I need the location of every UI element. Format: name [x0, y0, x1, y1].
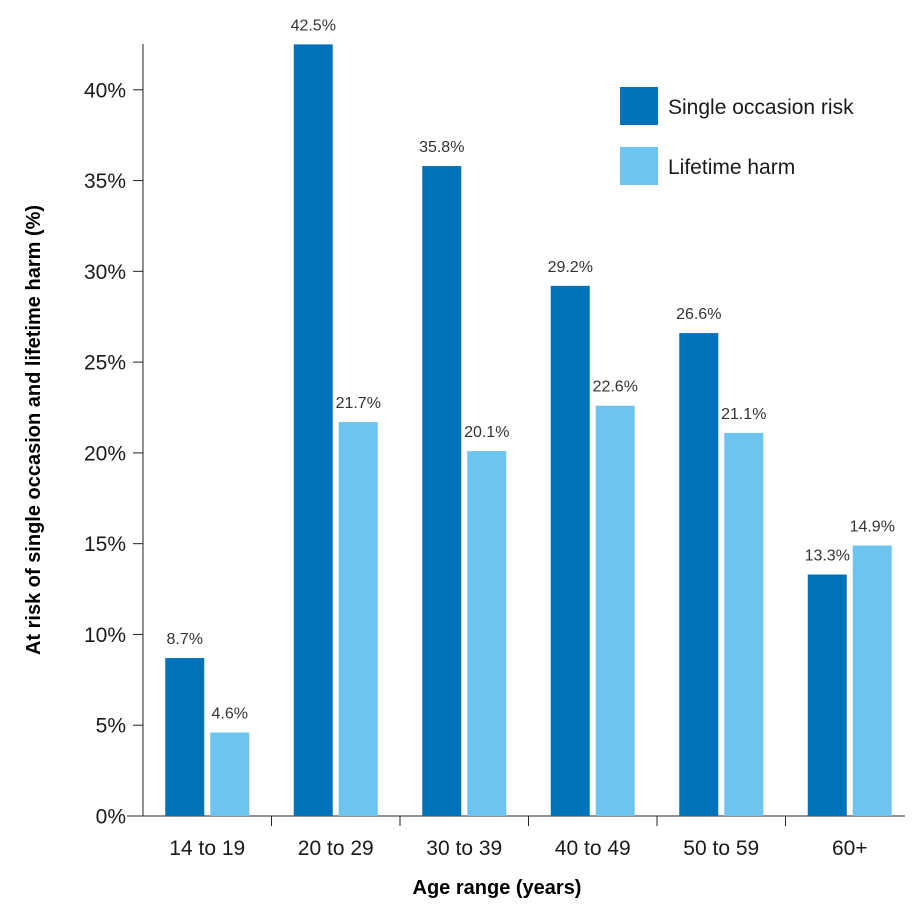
y-tick-label: 30%: [84, 261, 126, 284]
bar: [293, 44, 333, 817]
y-tick-label: 15%: [84, 533, 126, 556]
y-axis: 0% 5% 10% 15% 20% 25% 30% 35% 40%: [84, 44, 144, 829]
y-tick-label: 0%: [96, 806, 126, 829]
legend: Single occasion risk Lifetime harm: [620, 87, 854, 185]
bar: [210, 732, 250, 816]
y-tick-label: 10%: [84, 624, 126, 647]
bar: [724, 432, 764, 816]
data-label: 20.1%: [464, 424, 509, 441]
bar: [165, 658, 205, 816]
x-tick-label: 40 to 49: [555, 837, 631, 860]
data-label: 22.6%: [593, 379, 638, 396]
data-label: 21.7%: [336, 395, 381, 412]
y-tick-label: 35%: [84, 170, 126, 193]
x-tick-label: 50 to 59: [683, 837, 759, 860]
legend-swatch: [620, 87, 658, 125]
x-tick-label: 60+: [832, 837, 868, 860]
legend-swatch: [620, 147, 658, 185]
data-label: 35.8%: [419, 139, 464, 156]
data-label: 4.6%: [212, 705, 248, 722]
bar: [467, 451, 507, 816]
x-axis-title: Age range (years): [413, 877, 582, 899]
bar: [595, 405, 635, 816]
data-labels: 8.7% 4.6% 42.5% 21.7% 35.8% 20.1% 29.2% 22.6% 26…: [167, 17, 895, 722]
data-label: 14.9%: [850, 518, 895, 535]
bar: [807, 574, 847, 816]
bar: [852, 545, 892, 816]
bar: [679, 333, 719, 816]
y-tick-label: 5%: [96, 715, 126, 738]
legend-label: Lifetime harm: [668, 156, 795, 179]
y-tick-label: 40%: [84, 79, 126, 102]
legend-label: Single occasion risk: [668, 96, 854, 119]
y-axis-title: At risk of single occasion and lifetime …: [23, 205, 45, 655]
x-axis: 14 to 19 20 to 29 30 to 39 40 to 49 50 to 59…: [127, 815, 905, 860]
y-tick-label: 25%: [84, 352, 126, 375]
x-tick-label: 14 to 19: [169, 837, 245, 860]
data-label: 13.3%: [805, 548, 850, 565]
data-label: 8.7%: [167, 631, 203, 648]
data-label: 29.2%: [548, 259, 593, 276]
bar: [550, 285, 590, 816]
data-label: 42.5%: [291, 17, 336, 34]
bar: [338, 422, 378, 816]
data-label: 26.6%: [676, 306, 721, 323]
x-tick-label: 20 to 29: [298, 837, 374, 860]
x-tick-label: 30 to 39: [426, 837, 502, 860]
y-tick-label: 20%: [84, 442, 126, 465]
bar: [422, 166, 462, 816]
data-label: 21.1%: [721, 406, 766, 423]
bars: [165, 44, 892, 817]
